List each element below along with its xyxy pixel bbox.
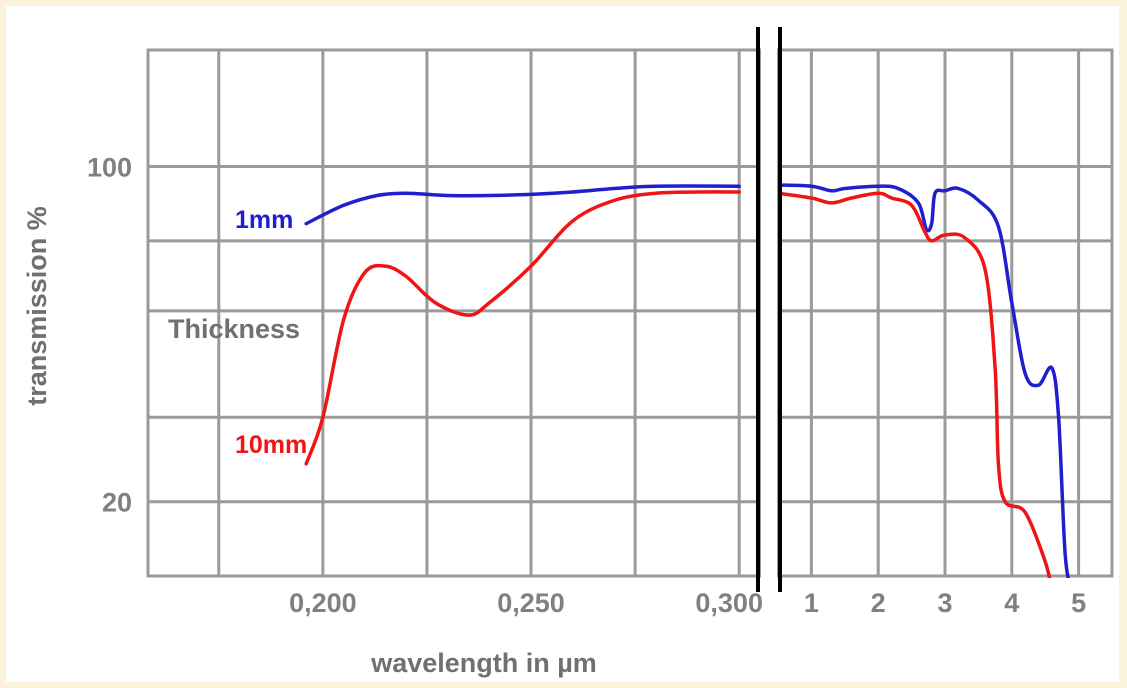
x-tick-label-left-2: 0,300 bbox=[695, 588, 763, 618]
x-tick-label-right-4: 5 bbox=[1071, 588, 1086, 618]
x-tick-label-right-2: 3 bbox=[937, 588, 952, 618]
x-tick-label-left-0: 0,200 bbox=[289, 588, 357, 618]
tick-labels: 0,200 0,250 0,300 1 2 3 4 5 100 20 bbox=[87, 153, 1086, 618]
chart-frame bbox=[6, 6, 1119, 682]
y-tick-label-0: 100 bbox=[87, 153, 132, 183]
x-axis-title: wavelength in µm bbox=[370, 648, 597, 678]
series-line-1mm-left bbox=[304, 184, 741, 226]
axis-break-gap bbox=[761, 24, 777, 594]
y-axis-title: transmission % bbox=[22, 206, 52, 406]
x-tick-label-right-3: 4 bbox=[1004, 588, 1019, 618]
x-tick-label-left-1: 0,250 bbox=[497, 588, 565, 618]
series-layer bbox=[304, 183, 1070, 578]
plot-frames bbox=[146, 48, 1114, 578]
series-line-10mm-right bbox=[778, 191, 1052, 578]
axis-break bbox=[756, 24, 782, 594]
grid-right bbox=[778, 50, 1112, 576]
x-tick-label-right-1: 2 bbox=[871, 588, 886, 618]
legend-title: Thickness bbox=[168, 314, 300, 344]
series-label-10mm: 10mm bbox=[235, 431, 307, 459]
x-tick-label-right-0: 1 bbox=[804, 588, 819, 618]
series-line-1mm-right bbox=[778, 183, 1070, 578]
series-label-1mm: 1mm bbox=[235, 206, 293, 234]
series-line-10mm-left bbox=[304, 190, 741, 466]
y-tick-label-1: 20 bbox=[102, 488, 132, 518]
